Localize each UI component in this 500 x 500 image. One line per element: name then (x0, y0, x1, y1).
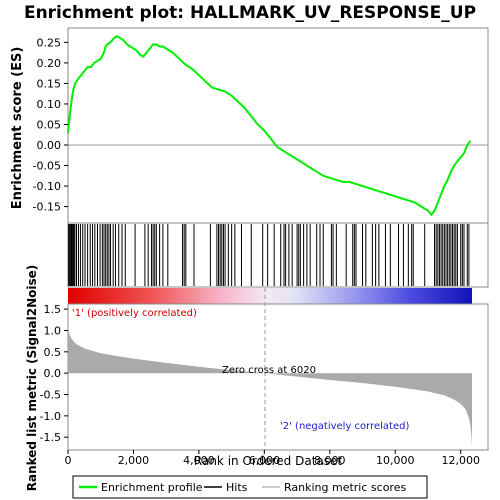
metric-ytick-label: 1.0 (44, 324, 62, 337)
es-ytick-label: 0.20 (37, 57, 62, 70)
zero-cross-label: Zero cross at 6020 (222, 365, 316, 376)
metric-ylabel: Ranked list metric (Signal2Noise) (25, 265, 39, 492)
es-ytick-label: 0.10 (37, 98, 62, 111)
legend-metric-label: Ranking metric scores (284, 481, 406, 494)
x-tick-label: 4,000 (183, 454, 215, 467)
es-ylabel: Enrichment score (ES) (10, 47, 25, 210)
metric-ytick-label: 0.5 (44, 346, 62, 359)
ranking-metric-area (68, 307, 472, 448)
es-ytick-label: 0.25 (37, 36, 62, 49)
x-tick-label: 2,000 (118, 454, 150, 467)
x-tick-label: 12,000 (441, 454, 480, 467)
metric-ytick-label: 1.5 (44, 303, 62, 316)
legend-box (72, 475, 428, 499)
metric-ytick-label: -1.0 (40, 410, 61, 423)
es-ytick-label: 0.05 (37, 118, 62, 131)
x-tick-label: 6,000 (249, 454, 281, 467)
es-ytick-label: -0.05 (33, 160, 61, 173)
metric-ytick-label: 0.0 (44, 367, 62, 380)
negative-correlation-label: '2' (negatively correlated) (280, 421, 409, 432)
es-ytick-label: -0.15 (33, 201, 61, 214)
legend-enrichment-label: Enrichment profile (101, 481, 203, 494)
es-ytick-label: 0.15 (37, 77, 62, 90)
es-ytick-label: 0.00 (37, 139, 62, 152)
x-tick-label: 8,000 (314, 454, 346, 467)
metric-ytick-label: -0.5 (40, 389, 61, 402)
es-panel (67, 27, 489, 224)
chart-title: Enrichment plot: HALLMARK_UV_RESPONSE_UP (24, 3, 476, 23)
positive-correlation-label: '1' (positively correlated) (72, 308, 197, 319)
es-ytick-label: -0.10 (33, 180, 61, 193)
metric-ytick-label: -1.5 (40, 431, 61, 444)
x-tick-label: 10,000 (376, 454, 415, 467)
legend-hits-label: Hits (226, 481, 248, 494)
x-tick-label: 0 (65, 454, 72, 467)
rank-color-band (68, 288, 472, 304)
hits-panel (67, 222, 489, 288)
x-axis-label: Rank in Ordered Dataset (194, 454, 342, 468)
enrichment-profile-line (67, 35, 472, 217)
